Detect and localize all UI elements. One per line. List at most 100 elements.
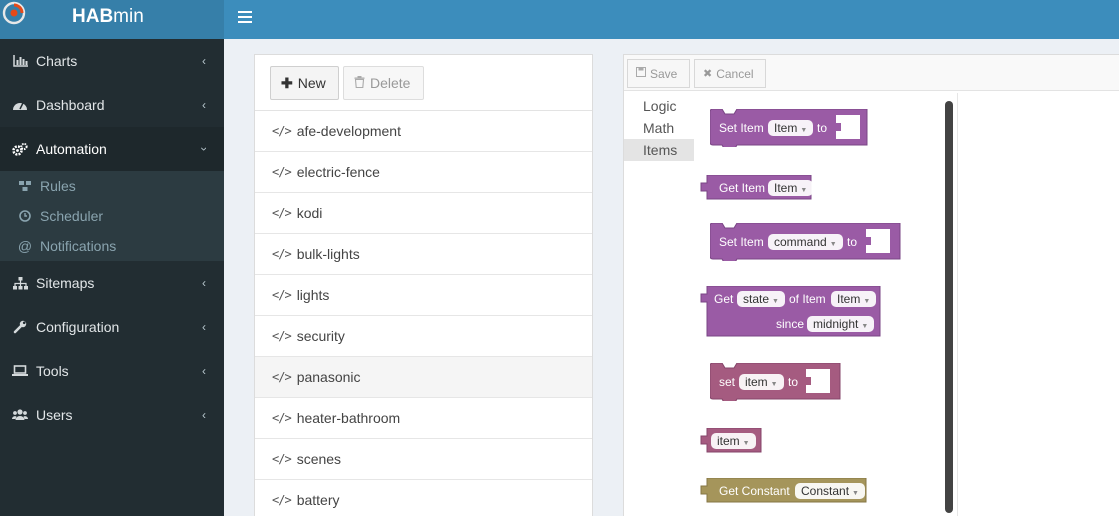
bar-chart-icon xyxy=(12,55,28,67)
since-dropdown[interactable]: midnight ▼ xyxy=(807,316,875,332)
rule-row[interactable]: </> afe-development xyxy=(255,111,592,152)
block-text: to xyxy=(788,375,799,389)
rule-row[interactable]: </> electric-fence xyxy=(255,152,592,193)
sitemap-icon xyxy=(12,276,28,290)
code-icon: </> xyxy=(272,493,292,507)
block-get-state-since[interactable]: Get state ▼ of Item Item ▼ since midnight ▼ xyxy=(699,286,884,338)
value-input-slot[interactable] xyxy=(836,115,862,141)
wrench-icon xyxy=(12,320,28,334)
sidebar-subitem-label: Rules xyxy=(40,178,76,194)
item-dropdown[interactable]: Item ▼ xyxy=(831,291,877,307)
rules-list: </> afe-development </> electric-fence </> ko… xyxy=(255,111,592,516)
chevron-down-icon: ‹ xyxy=(196,147,210,151)
block-set-variable[interactable]: set item ▼ to xyxy=(710,363,842,401)
sidebar-item-label: Automation xyxy=(36,141,107,157)
item-dropdown[interactable]: Item ▼ xyxy=(768,120,814,136)
sidebar-item-dashboard[interactable]: Dashboard ‹ xyxy=(0,83,224,127)
rule-name: battery xyxy=(296,492,340,508)
new-rule-label: New xyxy=(297,75,326,91)
rule-row[interactable]: </> panasonic xyxy=(255,357,592,398)
value-input-slot[interactable] xyxy=(866,229,892,255)
sidebar-item-label: Dashboard xyxy=(36,97,105,113)
sidebar-item-label: Configuration xyxy=(36,319,120,335)
flyout-scrollbar[interactable] xyxy=(945,101,953,513)
block-text: Get Item xyxy=(719,181,766,195)
constant-dropdown[interactable]: Constant ▼ xyxy=(795,483,865,499)
rule-name: scenes xyxy=(296,451,342,467)
save-button[interactable]: Save xyxy=(627,59,690,88)
item-dropdown[interactable]: Item ▼ xyxy=(768,180,814,196)
sidebar-item-automation[interactable]: Automation ‹ xyxy=(0,127,224,171)
block-variable[interactable]: item ▼ xyxy=(699,428,763,454)
chevron-left-icon: ‹ xyxy=(202,276,206,290)
sidebar-subitem-scheduler[interactable]: Scheduler xyxy=(0,201,224,231)
chevron-left-icon: ‹ xyxy=(202,54,206,68)
sidebar-subitem-notifications[interactable]: @ Notifications xyxy=(0,231,224,261)
sidebar-item-users[interactable]: Users ‹ xyxy=(0,393,224,437)
rules-toolbar: ✚ New Delete xyxy=(255,55,592,111)
block-set-item[interactable]: Set Item Item ▼ to xyxy=(710,109,872,147)
toolbox-category-math[interactable]: Math xyxy=(643,120,675,136)
save-label: Save xyxy=(650,66,678,81)
sidebar: HABmin Charts ‹ Dashboard ‹ Automation ‹ xyxy=(0,0,224,516)
code-icon: </> xyxy=(272,165,292,179)
block-text: Get Constant xyxy=(719,484,790,498)
toolbox-category-logic[interactable]: Logic xyxy=(643,98,677,114)
code-icon: </> xyxy=(272,206,292,220)
clock-icon xyxy=(18,210,32,222)
sidebar-item-tools[interactable]: Tools ‹ xyxy=(0,349,224,393)
automation-submenu: Rules Scheduler @ Notifications xyxy=(0,171,224,261)
hamburger-menu-icon[interactable] xyxy=(238,11,252,25)
cogs-icon xyxy=(12,142,28,156)
rule-name: electric-fence xyxy=(296,164,380,180)
toolbox-category-items[interactable]: Items xyxy=(624,139,694,161)
value-input-slot[interactable] xyxy=(806,369,832,395)
variable-dropdown[interactable]: item ▼ xyxy=(739,374,784,390)
block-set-item-command[interactable]: Set Item command ▼ to xyxy=(710,223,902,261)
command-dropdown[interactable]: command ▼ xyxy=(768,234,843,250)
sidebar-item-sitemaps[interactable]: Sitemaps ‹ xyxy=(0,261,224,305)
rule-row[interactable]: </> security xyxy=(255,316,592,357)
delete-rule-button[interactable]: Delete xyxy=(343,66,424,100)
block-get-item[interactable]: Get Item Item ▼ xyxy=(699,175,814,201)
editor-toolbar: Save ✖ Cancel xyxy=(624,55,1119,91)
block-get-constant[interactable]: Get Constant Constant ▼ xyxy=(699,478,869,504)
rule-name: security xyxy=(296,328,345,344)
app-title: HABmin xyxy=(72,6,144,27)
rules-list-panel: ✚ New Delete </> afe-development </> electr… xyxy=(254,54,593,516)
cancel-button[interactable]: ✖ Cancel xyxy=(694,59,766,88)
rule-row[interactable]: </> battery xyxy=(255,480,592,516)
rule-row[interactable]: </> kodi xyxy=(255,193,592,234)
blockly-toolbox: Logic Math Items xyxy=(624,95,694,161)
sidebar-nav: Charts ‹ Dashboard ‹ Automation ‹ Rules xyxy=(0,39,224,437)
block-text: Set Item xyxy=(719,121,764,135)
sidebar-item-label: Sitemaps xyxy=(36,275,95,291)
close-icon: ✖ xyxy=(703,68,713,80)
sitemap-rules-icon xyxy=(18,180,32,192)
trash-icon xyxy=(354,75,365,91)
rule-row[interactable]: </> lights xyxy=(255,275,592,316)
block-text: to xyxy=(817,121,828,135)
code-icon: </> xyxy=(272,329,292,343)
rule-name: bulk-lights xyxy=(296,246,360,262)
dashboard-gauge-icon xyxy=(12,99,28,111)
sidebar-item-label: Users xyxy=(36,407,73,423)
plus-icon: ✚ xyxy=(281,74,293,91)
sidebar-subitem-rules[interactable]: Rules xyxy=(0,171,224,201)
block-text: Get xyxy=(714,292,734,306)
chevron-left-icon: ‹ xyxy=(202,364,206,378)
rule-name: panasonic xyxy=(296,369,361,385)
rule-row[interactable]: </> bulk-lights xyxy=(255,234,592,275)
logo-bar[interactable]: HABmin xyxy=(0,0,224,39)
variable-dropdown[interactable]: item ▼ xyxy=(711,433,756,449)
sidebar-item-configuration[interactable]: Configuration ‹ xyxy=(0,305,224,349)
code-icon: </> xyxy=(272,247,292,261)
rule-row[interactable]: </> heater-bathroom xyxy=(255,398,592,439)
at-sign-icon: @ xyxy=(17,238,33,254)
code-icon: </> xyxy=(272,452,292,466)
new-rule-button[interactable]: ✚ New xyxy=(270,66,339,100)
rule-row[interactable]: </> scenes xyxy=(255,439,592,480)
sidebar-item-charts[interactable]: Charts ‹ xyxy=(0,39,224,83)
rule-name: kodi xyxy=(296,205,323,221)
state-dropdown[interactable]: state ▼ xyxy=(737,291,785,307)
